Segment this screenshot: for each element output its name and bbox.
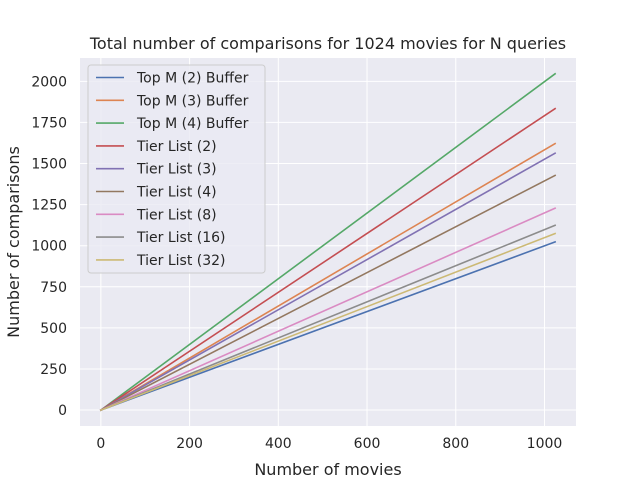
series-line xyxy=(99,72,557,412)
legend-label: Tier List (16) xyxy=(136,230,226,246)
y-tick-label: 500 xyxy=(40,321,67,337)
series-line xyxy=(99,152,557,412)
y-tick-label: 250 xyxy=(40,362,67,378)
y-tick-label: 0 xyxy=(58,403,67,419)
y-axis-label: Number of comparisons xyxy=(4,146,23,338)
legend-label: Tier List (4) xyxy=(136,185,217,201)
y-tick-label: 1500 xyxy=(31,157,67,173)
series-line xyxy=(99,207,557,412)
y-tick-label: 750 xyxy=(40,280,67,296)
legend-label: Top M (3) Buffer xyxy=(136,93,249,109)
series-line xyxy=(99,174,557,412)
x-tick-label: 1000 xyxy=(527,436,563,452)
y-tick-label: 1000 xyxy=(31,239,67,255)
x-axis-label: Number of movies xyxy=(254,460,401,479)
x-tick-label: 800 xyxy=(442,436,469,452)
chart-title: Total number of comparisons for 1024 mov… xyxy=(89,34,566,53)
x-tick-label: 0 xyxy=(96,436,105,452)
x-tick-label: 200 xyxy=(176,436,203,452)
series-line xyxy=(99,232,557,412)
legend-label: Top M (4) Buffer xyxy=(136,116,249,132)
x-tick-label: 600 xyxy=(354,436,381,452)
legend-label: Tier List (2) xyxy=(136,139,217,155)
tick-labels: 0 200 400 600 800 1000 0 250 500 750 1000 1250 1500 1… xyxy=(31,74,562,452)
legend-label: Tier List (8) xyxy=(136,207,217,223)
y-tick-label: 1250 xyxy=(31,198,67,214)
legend-label: Tier List (3) xyxy=(136,162,217,178)
x-tick-label: 400 xyxy=(265,436,292,452)
series-lines xyxy=(99,72,557,412)
series-line xyxy=(99,224,557,412)
legend: Top M (2) Buffer Top M (3) Buffer Top M (4… xyxy=(87,64,266,274)
y-tick-label: 1750 xyxy=(31,115,67,131)
legend-label: Tier List (32) xyxy=(136,253,226,269)
legend-box xyxy=(87,64,266,274)
series-line xyxy=(99,142,557,412)
legend-label: Top M (2) Buffer xyxy=(136,71,249,87)
series-line xyxy=(99,240,557,412)
y-tick-label: 2000 xyxy=(31,74,67,90)
series-line xyxy=(99,107,557,412)
